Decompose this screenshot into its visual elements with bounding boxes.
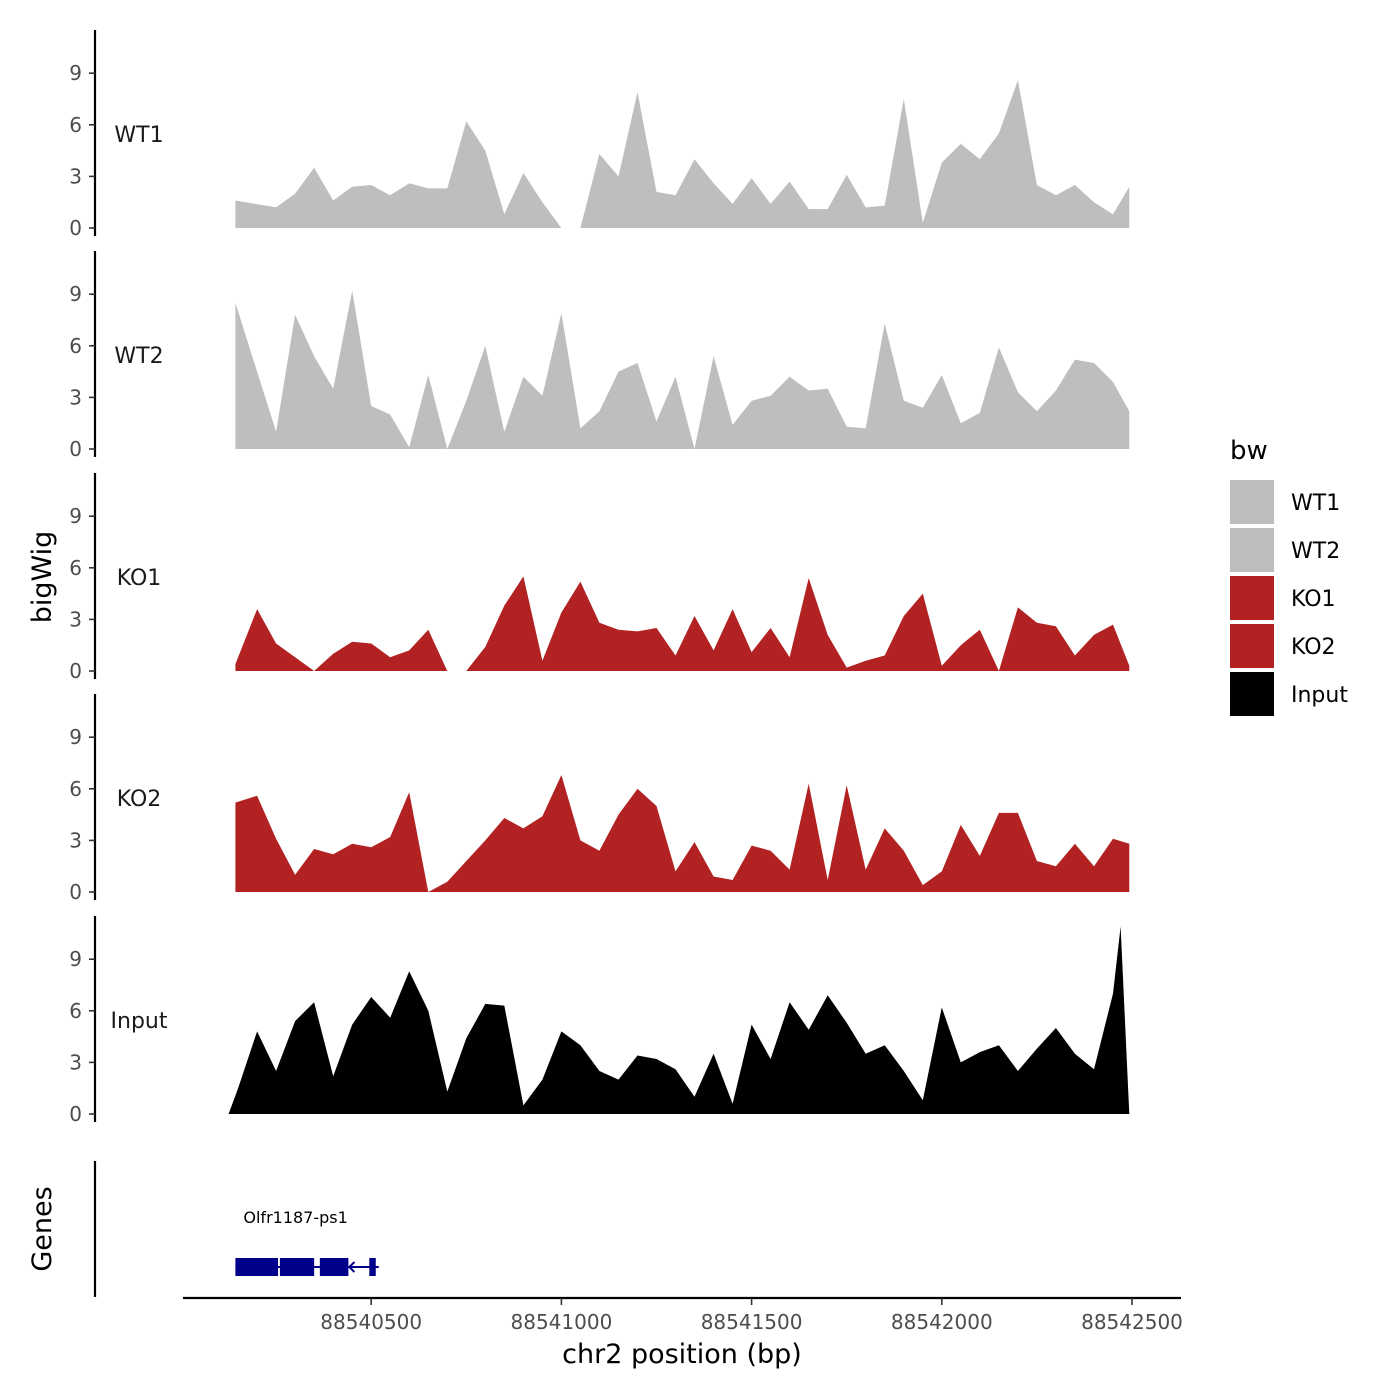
track-label-wt1: WT1 bbox=[114, 123, 163, 148]
legend-label: WT2 bbox=[1291, 539, 1340, 564]
gene-exon bbox=[319, 1258, 349, 1276]
legend-item-ko1: KO1 bbox=[1230, 576, 1336, 620]
legend-label: KO1 bbox=[1291, 587, 1336, 612]
legend-label: KO2 bbox=[1291, 635, 1336, 660]
gene-exon bbox=[235, 1258, 279, 1276]
y-tick-label: 9 bbox=[69, 725, 82, 749]
series-area-wt2 bbox=[235, 290, 1130, 449]
gene-model: Olfr1187-ps1 bbox=[235, 1208, 379, 1276]
legend-title: bw bbox=[1230, 436, 1268, 466]
y-tick-label: 3 bbox=[69, 164, 82, 188]
track-label-ko1: KO1 bbox=[117, 566, 162, 591]
series-area-ko1 bbox=[235, 576, 1130, 671]
x-tick-label: 88540500 bbox=[320, 1310, 422, 1334]
track-wt1: 0 3 6 9 WT1 bbox=[69, 30, 1130, 240]
legend-label: Input bbox=[1291, 683, 1348, 708]
y-tick-label: 6 bbox=[69, 113, 82, 137]
series-area-wt1 bbox=[235, 80, 1130, 228]
x-axis-title: chr2 position (bp) bbox=[562, 1339, 802, 1370]
series-area-input bbox=[228, 926, 1130, 1114]
y-tick-label: 0 bbox=[69, 437, 82, 461]
legend-item-wt1: WT1 bbox=[1230, 480, 1340, 524]
track-wt2: 0 3 6 9 WT2 bbox=[69, 251, 1130, 461]
series-area-ko2 bbox=[235, 775, 1130, 892]
y-tick-label: 3 bbox=[69, 1050, 82, 1074]
gene-name-label: Olfr1187-ps1 bbox=[243, 1208, 347, 1227]
y-tick-label: 3 bbox=[69, 607, 82, 631]
track-input: 0 3 6 9 Input bbox=[69, 916, 1130, 1126]
legend-swatch bbox=[1230, 528, 1274, 572]
y-tick-label: 9 bbox=[69, 282, 82, 306]
x-axis: 88540500 88541000 88541500 88542000 88542500 bbox=[183, 1296, 1183, 1334]
legend-item-ko2: KO2 bbox=[1230, 624, 1336, 668]
track-label-input: Input bbox=[111, 1009, 168, 1034]
gene-exon bbox=[279, 1258, 315, 1276]
x-tick-label: 88542000 bbox=[891, 1310, 993, 1334]
legend-swatch bbox=[1230, 672, 1274, 716]
y-tick-label: 3 bbox=[69, 385, 82, 409]
track-label-wt2: WT2 bbox=[114, 344, 163, 369]
gene-track: Olfr1187-ps1 bbox=[93, 1161, 379, 1297]
y-tick-label: 0 bbox=[69, 216, 82, 240]
y-tick-label: 6 bbox=[69, 777, 82, 801]
strand-arrow bbox=[347, 1261, 356, 1273]
legend-item-wt2: WT2 bbox=[1230, 528, 1340, 572]
x-tick-label: 88542500 bbox=[1081, 1310, 1183, 1334]
y-tick-label: 6 bbox=[69, 999, 82, 1023]
legend-swatch bbox=[1230, 576, 1274, 620]
y-tick-label: 6 bbox=[69, 556, 82, 580]
x-tick-label: 88541000 bbox=[511, 1310, 613, 1334]
y-tick-label: 9 bbox=[69, 504, 82, 528]
legend-label: WT1 bbox=[1291, 491, 1340, 516]
genes-track-title: Genes bbox=[27, 1186, 58, 1271]
legend-item-input: Input bbox=[1230, 672, 1348, 716]
gene-exon bbox=[369, 1258, 376, 1276]
coverage-tracks: 0 3 6 9 WT1 0 3 6 9 WT2 0 3 6 9 KO1 0 3 6 9 KO2 0 3 6 9 Input bbox=[69, 30, 1130, 1126]
legend: bw WT1 WT2 KO1 KO2 Input bbox=[1230, 436, 1348, 716]
y-tick-label: 9 bbox=[69, 61, 82, 85]
track-ko1: 0 3 6 9 KO1 bbox=[69, 473, 1130, 683]
y-axis-title: bigWig bbox=[27, 531, 58, 624]
track-label-ko2: KO2 bbox=[117, 787, 162, 812]
legend-swatch bbox=[1230, 624, 1274, 668]
track-ko2: 0 3 6 9 KO2 bbox=[69, 694, 1130, 904]
y-tick-label: 9 bbox=[69, 947, 82, 971]
y-tick-label: 0 bbox=[69, 1102, 82, 1126]
y-tick-label: 3 bbox=[69, 828, 82, 852]
y-tick-label: 6 bbox=[69, 334, 82, 358]
x-tick-label: 88541500 bbox=[701, 1310, 803, 1334]
y-tick-label: 0 bbox=[69, 659, 82, 683]
legend-swatch bbox=[1230, 480, 1274, 524]
y-tick-label: 0 bbox=[69, 880, 82, 904]
